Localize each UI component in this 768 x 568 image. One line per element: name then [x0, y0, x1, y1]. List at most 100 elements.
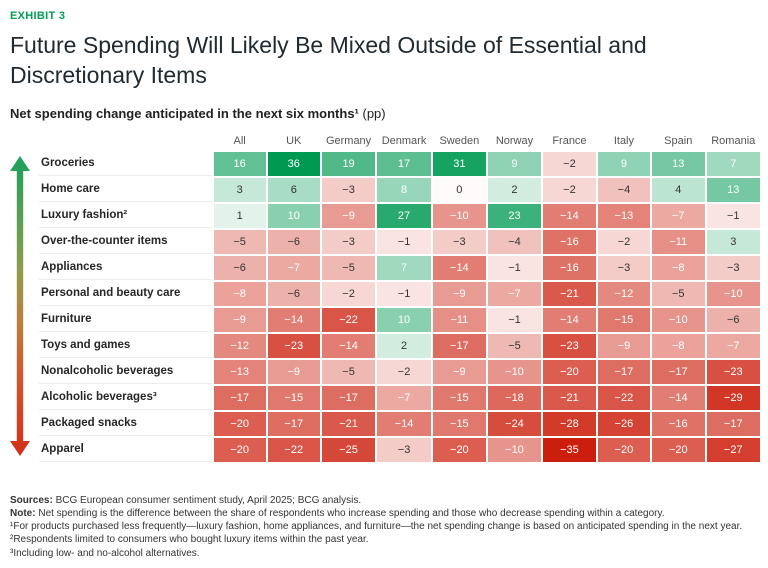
heatmap-cell: −7	[377, 385, 431, 410]
heatmap-cell: −23	[706, 359, 760, 384]
table-row: Furniture −9 −14 −22 10 −11 −1 −14 −15 −10 −6	[39, 307, 760, 332]
heatmap-cell: −3	[321, 229, 376, 254]
heatmap-cell: 17	[377, 151, 431, 176]
heatmap-cell: −4	[487, 229, 541, 254]
heatmap-cell: 3	[213, 177, 266, 202]
heatmap-cell: 23	[487, 203, 541, 228]
heatmap-cell: −5	[321, 359, 376, 384]
sources-text: BCG European consumer sentiment study, A…	[52, 494, 362, 506]
heatmap-cell: −28	[543, 411, 596, 436]
row-label: Packaged snacks	[39, 411, 212, 436]
heatmap-cell: −5	[321, 255, 376, 280]
heatmap-table: All UK Germany Denmark Sweden Norway France Ita…	[37, 131, 762, 464]
heatmap-cell: −9	[213, 307, 266, 332]
heatmap-cell: −27	[706, 437, 760, 462]
row-label: Luxury fashion²	[39, 203, 212, 228]
table-row: Alcoholic beverages³ −17 −15 −17 −7 −15 −18 −21…	[39, 385, 760, 410]
footnote-line: ¹For products purchased less frequently—…	[10, 521, 743, 533]
heatmap-cell: −20	[213, 411, 266, 436]
row-label: Appliances	[39, 255, 212, 280]
heatmap-cell: −5	[651, 281, 705, 306]
heatmap-cell: −20	[597, 437, 650, 462]
heatmap-cell: −17	[432, 333, 486, 358]
heatmap-cell: −3	[597, 255, 650, 280]
heatmap-cell: −2	[543, 151, 596, 176]
heatmap-cell: 9	[597, 151, 650, 176]
table-row: Apparel −20 −22 −25 −3 −20 −10 −35 −20 −20 −27	[39, 437, 760, 462]
heatmap-cell: −21	[543, 385, 596, 410]
heatmap-cell: −29	[706, 385, 760, 410]
table-row: Appliances −6 −7 −5 7 −14 −1 −16 −3 −8 −3	[39, 255, 760, 280]
heatmap-cell: −13	[597, 203, 650, 228]
row-label: Personal and beauty care	[39, 281, 212, 306]
heatmap-cell: 0	[432, 177, 486, 202]
heatmap-cell: −10	[487, 437, 541, 462]
heatmap-cell: −2	[543, 177, 596, 202]
column-header-sweden: Sweden	[439, 134, 480, 147]
row-label: Nonalcoholic beverages	[39, 359, 212, 384]
heatmap-cell: −6	[267, 281, 320, 306]
heatmap-cell: 1	[213, 203, 266, 228]
column-header-norway: Norway	[495, 134, 534, 147]
heatmap-cell: 36	[267, 151, 320, 176]
heatmap-cell: −4	[597, 177, 650, 202]
heatmap-cell: −1	[377, 281, 431, 306]
heatmap-cell: −20	[543, 359, 596, 384]
heatmap-cell: 6	[267, 177, 320, 202]
heatmap-cell: −6	[706, 307, 760, 332]
table-header: All UK Germany Denmark Sweden Norway France Ita…	[39, 133, 760, 150]
heatmap-cell: −22	[267, 437, 320, 462]
heatmap-cell: 27	[377, 203, 431, 228]
heatmap-cell: −20	[432, 437, 486, 462]
row-label: Alcoholic beverages³	[39, 385, 212, 410]
footnote-lines: ¹For products purchased less frequently—…	[10, 520, 762, 560]
heatmap-cell: −2	[377, 359, 431, 384]
heatmap-cell: −13	[213, 359, 266, 384]
note-text: Net spending is the difference between t…	[35, 507, 665, 519]
heatmap-cell: 16	[213, 151, 266, 176]
footnote-line: ²Respondents limited to consumers who bo…	[10, 534, 369, 546]
column-header-spain: Spain	[664, 134, 693, 147]
heatmap-cell: −7	[706, 333, 760, 358]
heatmap-cell: −16	[543, 229, 596, 254]
heatmap-cell: −17	[267, 411, 320, 436]
heatmap-cell: −22	[597, 385, 650, 410]
column-header-romania: Romania	[711, 134, 756, 147]
subtitle-unit: (pp)	[358, 105, 386, 121]
heatmap-cell: 19	[321, 151, 376, 176]
sources-line: Sources: BCG European consumer sentiment…	[10, 494, 762, 507]
heatmap-cell: −14	[432, 255, 486, 280]
heatmap-cell: 2	[487, 177, 541, 202]
row-label: Furniture	[39, 307, 212, 332]
heatmap-cell: −8	[213, 281, 266, 306]
row-label: Home care	[39, 177, 212, 202]
heatmap-cell: −15	[432, 411, 486, 436]
heatmap-cell: 7	[377, 255, 431, 280]
heatmap-cell: 10	[377, 307, 431, 332]
table-row: Luxury fashion² 1 10 −9 27 −10 23 −14 −13 −7 −1	[39, 203, 760, 228]
heatmap-cell: −9	[597, 333, 650, 358]
column-header-germany: Germany	[325, 134, 372, 147]
row-label: Groceries	[39, 151, 212, 176]
heatmap-cell: −23	[543, 333, 596, 358]
note-line: Note: Net spending is the difference bet…	[10, 507, 762, 520]
heatmap-cell: −3	[377, 437, 431, 462]
heatmap-cell: −8	[651, 333, 705, 358]
heatmap-cell: −14	[321, 333, 376, 358]
heatmap-cell: −21	[543, 281, 596, 306]
heatmap-cell: −15	[597, 307, 650, 332]
heatmap-cell: −9	[432, 359, 486, 384]
heatmap-cell: −1	[377, 229, 431, 254]
heatmap-cell: −17	[321, 385, 376, 410]
heatmap-cell: −16	[543, 255, 596, 280]
heatmap-cell: −18	[487, 385, 541, 410]
heatmap-cell: −6	[213, 255, 266, 280]
row-label: Apparel	[39, 437, 212, 462]
footnotes: Sources: BCG European consumer sentiment…	[10, 494, 762, 560]
heatmap-cell: −5	[487, 333, 541, 358]
heatmap-cell: −14	[651, 385, 705, 410]
heatmap-cell: −15	[432, 385, 486, 410]
heatmap-cell: −14	[267, 307, 320, 332]
heatmap-cell: −3	[432, 229, 486, 254]
